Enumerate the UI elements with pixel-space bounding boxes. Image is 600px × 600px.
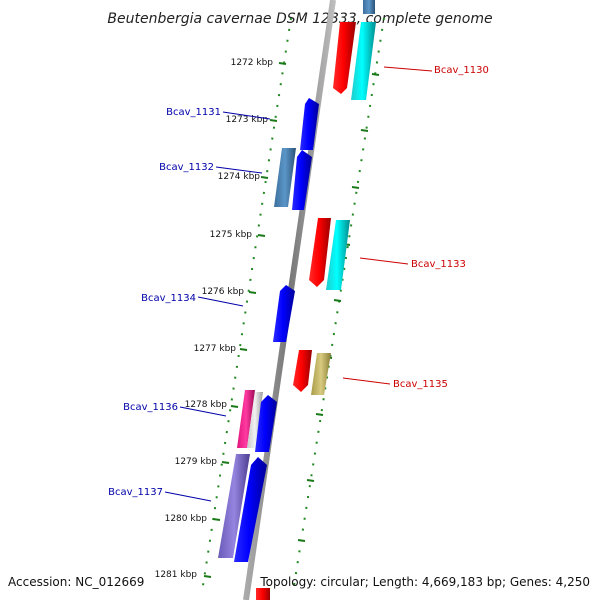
tick-label: 1272 kbp <box>231 58 274 68</box>
reverse-strand-features <box>218 98 319 562</box>
tick-label: 1277 kbp <box>194 344 237 354</box>
gene-label-bcav-1133[interactable]: Bcav_1133 <box>411 259 466 270</box>
gene-feature-top-steel[interactable] <box>363 0 375 14</box>
gene-feature-bcav-1136[interactable] <box>237 390 255 448</box>
gene-feature-bcav-1137-neighbor[interactable] <box>234 457 267 562</box>
gene-label-bcav-1134[interactable]: Bcav_1134 <box>141 293 196 304</box>
tick-label: 1281 kbp <box>155 570 198 580</box>
gene-label-bcav-1132[interactable]: Bcav_1132 <box>159 162 214 173</box>
tick-label: 1278 kbp <box>185 400 228 410</box>
gene-feature-bcav-1135-pre[interactable] <box>293 350 312 392</box>
gene-feature-bcav-1132-neighbor[interactable] <box>292 150 312 210</box>
tick-label: 1276 kbp <box>202 287 245 297</box>
tick-track-inner <box>201 17 292 593</box>
reverse-gene-labels: Bcav_1131 Bcav_1132 Bcav_1134 Bcav_1136 … <box>108 107 271 502</box>
genome-summary-text: Topology: circular; Length: 4,669,183 bp… <box>259 575 590 589</box>
gene-label-bcav-1137[interactable]: Bcav_1137 <box>108 487 163 498</box>
gene-label-bcav-1131[interactable]: Bcav_1131 <box>166 107 221 118</box>
gene-feature-bcav-1131[interactable] <box>300 98 319 150</box>
gene-feature-bcav-1136-gray[interactable] <box>247 392 263 448</box>
gene-feature-bcav-1130[interactable] <box>333 22 356 94</box>
gene-feature-bottom-red[interactable] <box>256 588 270 600</box>
gene-feature-bcav-1137[interactable] <box>218 454 250 558</box>
tick-label: 1273 kbp <box>226 115 269 125</box>
gene-feature-bcav-1130-neighbor[interactable] <box>351 22 376 100</box>
gene-feature-bcav-1133[interactable] <box>309 218 331 287</box>
tick-label: 1280 kbp <box>165 514 208 524</box>
tick-label: 1279 kbp <box>175 457 218 467</box>
page-title: Beutenbergia cavernae DSM 12333, complet… <box>107 11 492 27</box>
forward-strand-features <box>256 0 376 600</box>
tick-label: 1274 kbp <box>218 172 261 182</box>
forward-gene-labels: Bcav_1130 Bcav_1133 Bcav_1135 <box>342 65 489 390</box>
gene-label-bcav-1130[interactable]: Bcav_1130 <box>434 65 489 76</box>
gene-feature-bcav-1136-blue[interactable] <box>255 395 277 452</box>
tick-labels: 1272 kbp 1273 kbp 1274 kbp 1275 kbp 1276… <box>155 58 274 580</box>
gene-feature-bcav-1134[interactable] <box>273 285 295 342</box>
accession-text: Accession: NC_012669 <box>8 575 144 589</box>
tick-label: 1275 kbp <box>210 230 253 240</box>
gene-feature-bcav-1132[interactable] <box>274 148 296 207</box>
gene-feature-bcav-1133-neighbor[interactable] <box>326 220 350 290</box>
gene-feature-bcav-1135[interactable] <box>311 353 331 395</box>
gene-label-bcav-1136[interactable]: Bcav_1136 <box>123 402 178 413</box>
gene-label-bcav-1135[interactable]: Bcav_1135 <box>393 379 448 390</box>
tick-track-outer <box>292 17 385 593</box>
